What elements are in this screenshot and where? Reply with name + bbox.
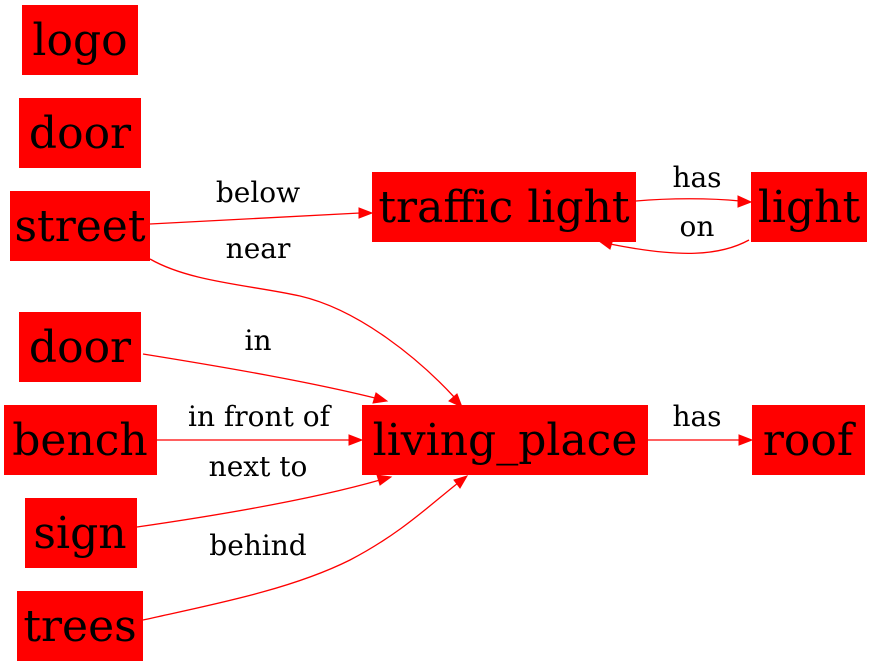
arrow-head bbox=[358, 207, 374, 219]
node-label: logo bbox=[32, 15, 127, 66]
node-bench: bench bbox=[4, 405, 157, 475]
arrow-head bbox=[372, 392, 389, 404]
node-street: street bbox=[10, 191, 150, 261]
arrow-head bbox=[348, 434, 364, 446]
edge-label-below: below bbox=[216, 176, 300, 209]
edge-label-behind: behind bbox=[209, 529, 307, 562]
edge-trees-behind-living-place: behind bbox=[142, 475, 469, 621]
edge-label-on: on bbox=[680, 210, 715, 243]
edge-door-in-living-place: in bbox=[142, 324, 389, 404]
node-label: bench bbox=[12, 415, 148, 466]
node-door: door bbox=[19, 312, 141, 382]
node-living-place: living_place bbox=[362, 405, 648, 475]
edge-line bbox=[142, 353, 376, 399]
node-door-top: door bbox=[19, 98, 141, 168]
node-label: trees bbox=[23, 601, 136, 652]
edge-label-in-front-of: in front of bbox=[188, 400, 333, 433]
node-roof: roof bbox=[752, 405, 865, 475]
node-label: sign bbox=[33, 508, 126, 559]
arrow-head bbox=[453, 475, 469, 489]
edge-sign-next-to-living-place: next to bbox=[136, 450, 393, 528]
node-label: door bbox=[29, 322, 132, 373]
node-sign: sign bbox=[25, 498, 137, 568]
node-label: living_place bbox=[373, 415, 638, 466]
arrow-head bbox=[738, 434, 754, 446]
edge-street-near-living-place: near bbox=[149, 232, 463, 408]
edge-line bbox=[609, 239, 750, 255]
arrow-head bbox=[376, 474, 393, 486]
edge-bench-in-front-of-living-place: in front of bbox=[157, 400, 364, 446]
node-label: roof bbox=[763, 415, 856, 466]
edge-line bbox=[142, 482, 459, 621]
node-label: traffic light bbox=[378, 182, 630, 233]
node-label: door bbox=[29, 108, 132, 159]
arrow-head bbox=[448, 393, 463, 408]
arrow-head bbox=[737, 195, 753, 208]
edge-living-place-has-roof: has bbox=[648, 400, 754, 446]
edge-label-next-to: next to bbox=[209, 450, 308, 483]
node-label: light bbox=[758, 182, 861, 233]
node-logo: logo bbox=[22, 5, 138, 75]
edge-label-has: has bbox=[672, 161, 721, 194]
node-light: light bbox=[751, 172, 867, 242]
edge-traffic-light-has-light: has bbox=[635, 161, 753, 208]
edge-line bbox=[149, 212, 361, 225]
edge-label-in: in bbox=[245, 324, 272, 357]
edge-line bbox=[136, 479, 381, 528]
edge-label-has: has bbox=[672, 400, 721, 433]
node-label: street bbox=[14, 201, 145, 252]
edge-line bbox=[635, 198, 741, 202]
edge-street-below-traffic-light: below bbox=[149, 176, 374, 225]
node-traffic-light: traffic light bbox=[372, 172, 636, 242]
edge-light-on-traffic-light: on bbox=[597, 210, 750, 255]
edge-line bbox=[149, 258, 456, 399]
edge-label-near: near bbox=[226, 232, 291, 265]
node-trees: trees bbox=[17, 591, 143, 661]
